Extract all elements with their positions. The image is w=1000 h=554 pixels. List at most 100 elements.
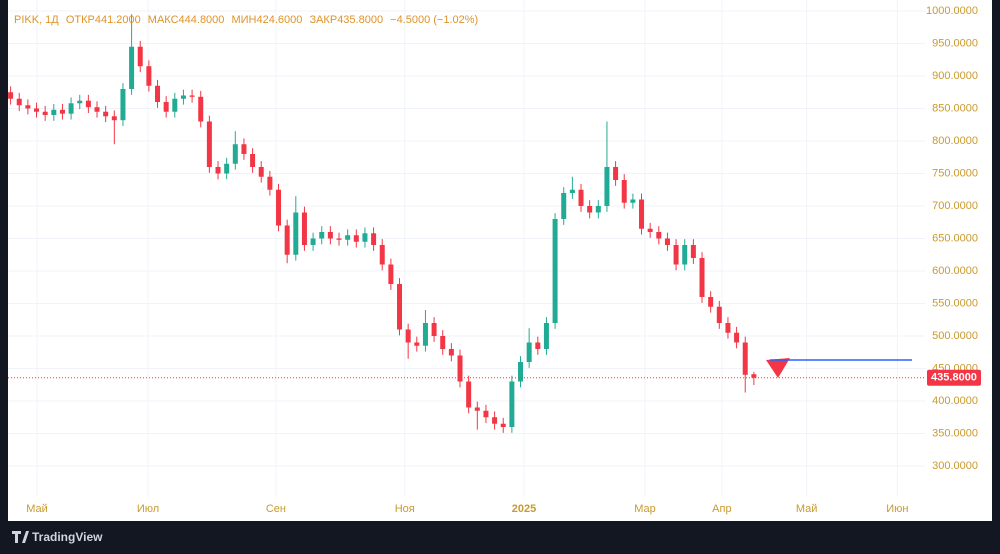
open: 441.2000 — [95, 14, 141, 26]
candle-body — [578, 189, 584, 206]
candle-body — [301, 212, 307, 245]
candle-body — [379, 244, 385, 265]
candle-body — [690, 244, 696, 258]
candle-body — [276, 189, 282, 226]
candle-body — [639, 199, 645, 229]
y-tick-label: 600.0000 — [932, 265, 978, 277]
candle-body — [535, 342, 541, 349]
candle-body — [42, 111, 48, 115]
candle-body — [518, 361, 524, 382]
candle-body — [77, 100, 83, 104]
candle-body — [569, 189, 575, 193]
candle-body — [474, 407, 480, 411]
y-tick-label: 300.0000 — [932, 460, 978, 472]
y-tick-label: 800.0000 — [932, 135, 978, 147]
candle-body — [68, 103, 74, 114]
x-tick-label: Мар — [634, 503, 656, 515]
y-tick-label: 850.0000 — [932, 102, 978, 114]
candle-body — [414, 342, 420, 346]
candle-body — [224, 163, 230, 174]
candle-body — [362, 233, 368, 242]
candle-body — [345, 235, 351, 240]
legend: PIKK, 1Д ОТКР441.2000 МАКС444.8000 МИН42… — [14, 14, 478, 26]
candle-body — [310, 238, 316, 245]
candle-body — [656, 231, 662, 239]
y-tick-label: 500.0000 — [932, 330, 978, 342]
x-tick-label: Май — [26, 503, 48, 515]
candle-body — [59, 109, 65, 114]
y-tick-label: 750.0000 — [932, 167, 978, 179]
candle-body — [137, 46, 143, 67]
candle-body — [232, 144, 238, 164]
candle-body — [595, 205, 601, 213]
candle-body — [492, 417, 498, 424]
candle-body — [509, 381, 515, 427]
candle-body — [630, 199, 636, 203]
candle-body — [621, 179, 627, 203]
candle-body — [180, 95, 186, 99]
candle-body — [699, 257, 705, 297]
candle-body — [172, 98, 178, 112]
brand: TradingView — [12, 530, 103, 544]
arrow-marker — [766, 358, 790, 378]
candle-body — [457, 355, 463, 382]
candle-body — [163, 101, 169, 112]
candle-body — [431, 322, 437, 336]
high: 444.8000 — [179, 14, 225, 26]
candle-body — [250, 153, 256, 167]
candle-body — [466, 381, 472, 408]
y-tick-label: 550.0000 — [932, 297, 978, 309]
candle-body — [483, 410, 489, 418]
candle-body — [353, 235, 359, 242]
candle-body — [734, 332, 740, 343]
candle-body — [543, 322, 549, 349]
candle-body — [94, 107, 100, 112]
candle-body — [708, 296, 714, 307]
candle-body — [319, 231, 325, 239]
logo — [12, 531, 29, 543]
candle-body — [103, 111, 109, 117]
symbol: PIKK, 1Д — [14, 14, 59, 26]
candle-body — [146, 66, 152, 86]
brand-name: TradingView — [32, 530, 103, 544]
candle-body — [336, 238, 342, 240]
candle-body — [206, 121, 212, 167]
candle-body — [120, 88, 126, 121]
y-tick-label: 350.0000 — [932, 427, 978, 439]
candle-body — [25, 105, 31, 109]
last-price-box — [927, 369, 981, 386]
candle-body — [526, 342, 532, 362]
candle-body — [664, 238, 670, 245]
candle-body — [742, 342, 748, 375]
candle-body — [397, 283, 403, 330]
grid — [8, 0, 925, 497]
candles — [8, 14, 757, 433]
candle-body — [8, 92, 14, 99]
candle-body — [267, 176, 273, 190]
x-tick-label: Ноя — [395, 503, 415, 515]
close: 435.8000 — [337, 14, 383, 26]
candle-body — [561, 192, 567, 219]
candle-body — [673, 244, 679, 265]
candle-body — [448, 348, 454, 356]
x-tick-label: 2025 — [512, 503, 536, 515]
candle-body — [647, 228, 653, 232]
candle-body — [682, 244, 688, 265]
candle-body — [241, 144, 247, 154]
low-label: МИН — [231, 14, 256, 26]
y-tick-label: 650.0000 — [932, 232, 978, 244]
candle-body — [155, 85, 161, 102]
x-tick-label: Апр — [712, 503, 731, 515]
candle-body — [111, 116, 117, 121]
low: 424.6000 — [257, 14, 303, 26]
chart-panel — [8, 0, 992, 521]
candle-body — [716, 306, 722, 323]
candle-body — [725, 322, 731, 333]
candle-body — [85, 100, 91, 108]
x-tick-label: Июн — [886, 503, 908, 515]
candle-body — [189, 95, 195, 97]
candle-body — [258, 166, 264, 177]
candle-body — [371, 233, 377, 245]
